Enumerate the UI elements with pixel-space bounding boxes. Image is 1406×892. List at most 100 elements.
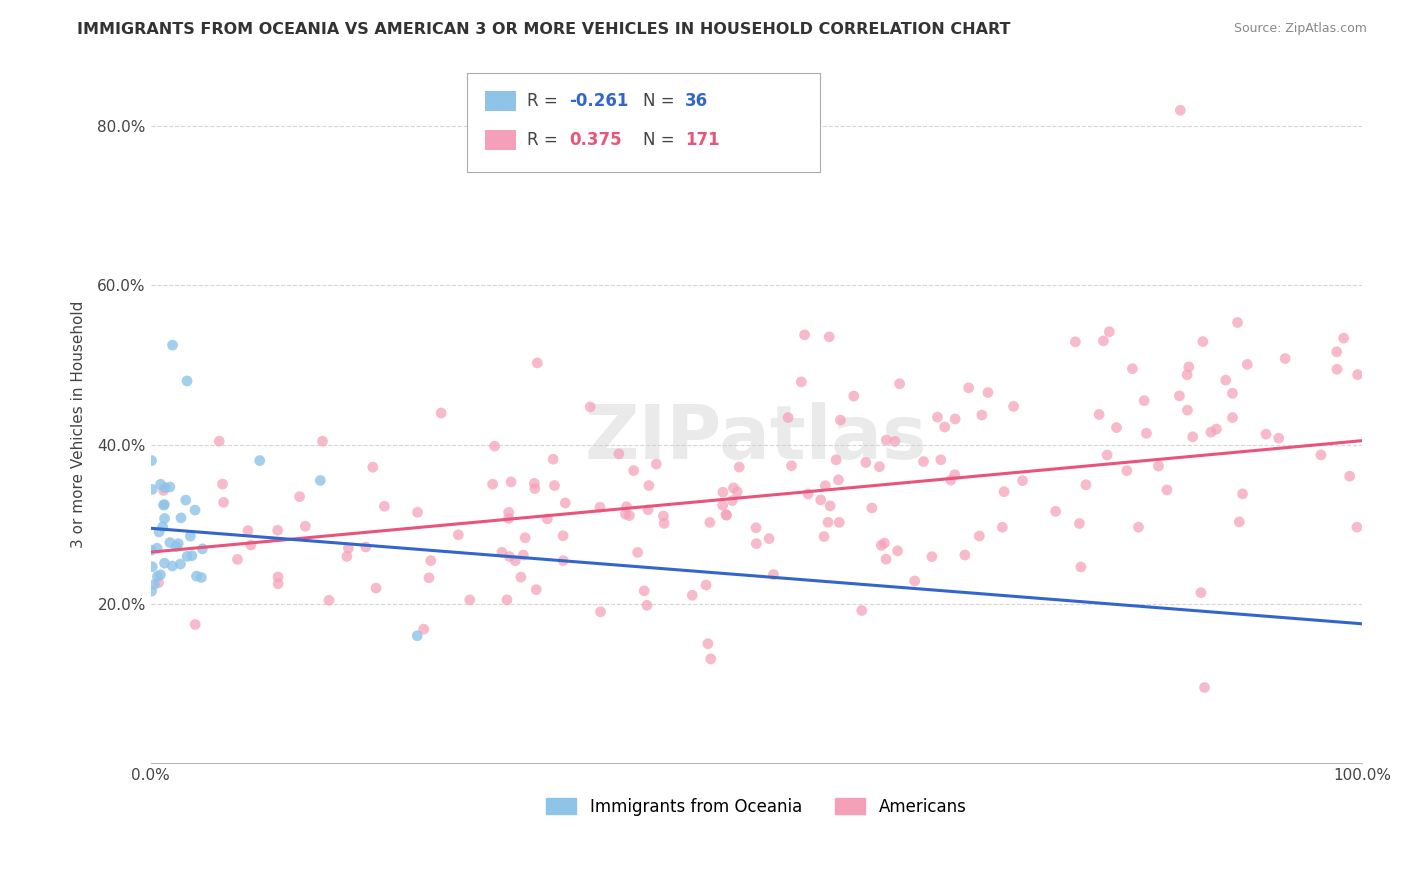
- Point: [430, 406, 453, 420]
- Point: [991, 520, 1014, 534]
- Point: [1254, 427, 1277, 442]
- Point: [1226, 316, 1249, 330]
- Point: [554, 496, 576, 510]
- Point: [406, 629, 429, 643]
- Point: [934, 420, 956, 434]
- Point: [607, 447, 630, 461]
- Point: [929, 452, 952, 467]
- Point: [1232, 487, 1254, 501]
- Point: [149, 477, 172, 491]
- Point: [589, 500, 612, 515]
- Text: 36: 36: [685, 92, 707, 110]
- Point: [1339, 469, 1361, 483]
- Point: [912, 454, 935, 468]
- Point: [762, 567, 785, 582]
- Point: [294, 519, 316, 533]
- Point: [176, 549, 198, 564]
- Point: [141, 584, 163, 599]
- Point: [842, 389, 865, 403]
- Point: [162, 338, 184, 352]
- Point: [162, 559, 184, 574]
- Point: [728, 460, 751, 475]
- Point: [797, 487, 820, 501]
- Point: [870, 538, 893, 552]
- Point: [714, 508, 737, 522]
- Point: [652, 508, 675, 523]
- Point: [1088, 408, 1111, 422]
- Point: [541, 452, 564, 467]
- Text: N =: N =: [643, 92, 679, 110]
- Point: [1011, 474, 1033, 488]
- Point: [149, 567, 172, 582]
- Point: [886, 544, 908, 558]
- Point: [780, 458, 803, 473]
- Point: [614, 507, 637, 521]
- Point: [851, 603, 873, 617]
- Point: [619, 508, 641, 523]
- Point: [211, 477, 233, 491]
- Text: R =: R =: [527, 92, 564, 110]
- Point: [699, 652, 721, 666]
- Point: [723, 481, 745, 495]
- Point: [927, 410, 949, 425]
- Point: [484, 439, 506, 453]
- Point: [267, 570, 290, 584]
- Point: [1115, 464, 1137, 478]
- Point: [1133, 393, 1156, 408]
- Point: [152, 520, 174, 534]
- Point: [481, 477, 503, 491]
- Point: [830, 413, 852, 427]
- Point: [1147, 458, 1170, 473]
- Point: [159, 535, 181, 549]
- Point: [318, 593, 340, 607]
- Point: [523, 482, 546, 496]
- Point: [169, 557, 191, 571]
- Point: [186, 569, 208, 583]
- Point: [1346, 520, 1368, 534]
- Point: [498, 511, 520, 525]
- Text: 0.375: 0.375: [569, 131, 621, 149]
- Point: [1070, 560, 1092, 574]
- Point: [418, 571, 440, 585]
- Point: [1128, 520, 1150, 534]
- Point: [790, 375, 813, 389]
- Point: [828, 516, 851, 530]
- Point: [226, 552, 249, 566]
- Point: [1222, 386, 1244, 401]
- Text: N =: N =: [643, 131, 679, 149]
- Point: [1189, 585, 1212, 599]
- Point: [875, 433, 897, 447]
- Point: [148, 524, 170, 539]
- Point: [288, 490, 311, 504]
- Point: [1309, 448, 1331, 462]
- Point: [337, 541, 360, 556]
- Point: [699, 516, 721, 530]
- Point: [1105, 420, 1128, 434]
- Point: [498, 549, 520, 564]
- Point: [868, 459, 890, 474]
- Y-axis label: 3 or more Vehicles in Household: 3 or more Vehicles in Household: [72, 301, 86, 549]
- Point: [266, 523, 288, 537]
- Point: [993, 484, 1015, 499]
- Point: [818, 499, 841, 513]
- Text: R =: R =: [527, 131, 564, 149]
- Point: [716, 508, 738, 523]
- Point: [553, 554, 575, 568]
- Point: [526, 356, 548, 370]
- Point: [1168, 389, 1191, 403]
- Point: [1045, 504, 1067, 518]
- Point: [153, 511, 176, 525]
- Point: [236, 524, 259, 538]
- Point: [152, 483, 174, 498]
- Point: [1175, 368, 1198, 382]
- Point: [143, 577, 166, 591]
- Point: [336, 549, 359, 564]
- Point: [860, 500, 883, 515]
- Point: [184, 617, 207, 632]
- Point: [170, 511, 193, 525]
- Point: [512, 548, 534, 562]
- Point: [626, 545, 648, 559]
- Point: [1156, 483, 1178, 497]
- Point: [943, 412, 966, 426]
- Point: [636, 599, 658, 613]
